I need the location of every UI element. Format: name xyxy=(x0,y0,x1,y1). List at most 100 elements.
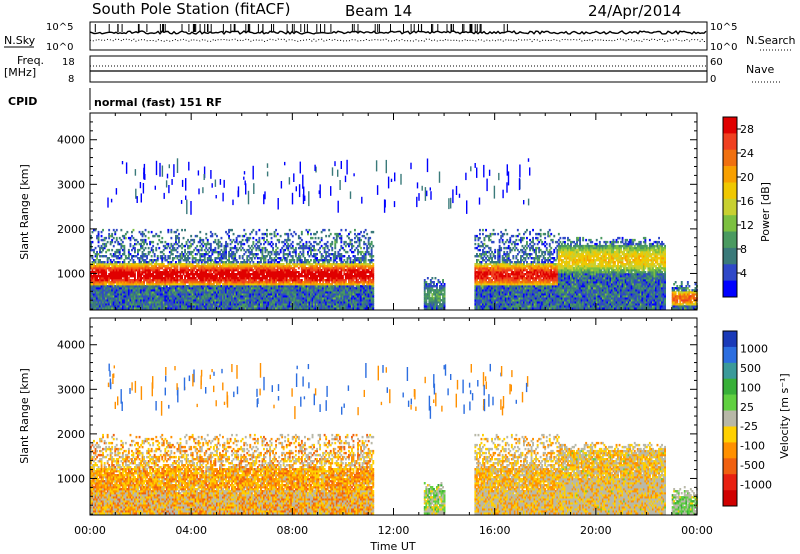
range-gate-cell xyxy=(329,269,332,272)
range-gate-cell xyxy=(93,301,95,304)
range-gate-cell xyxy=(281,240,284,244)
range-gate-cell xyxy=(264,263,267,266)
range-gate-cell xyxy=(209,297,212,300)
range-gate-cell xyxy=(96,301,98,304)
range-gate-cell xyxy=(258,265,261,268)
range-gate-cell xyxy=(124,255,127,258)
range-gate-cell xyxy=(135,307,138,310)
range-gate-cell xyxy=(173,271,176,274)
range-gate-cell xyxy=(244,238,247,242)
range-gate-cell xyxy=(190,289,193,292)
range-gate-cell xyxy=(276,253,279,256)
range-gate-cell xyxy=(287,299,290,302)
range-gate-cell xyxy=(297,301,300,304)
range-gate-cell xyxy=(287,287,290,290)
range-gate-cell xyxy=(117,279,120,282)
range-gate-cell xyxy=(246,287,249,290)
range-gate-cell xyxy=(179,291,182,294)
range-gate-cell xyxy=(234,244,237,248)
range-gate-cell xyxy=(117,303,120,306)
range-gate-cell xyxy=(108,234,111,238)
range-gate-cell xyxy=(105,295,108,298)
range-gate-cell xyxy=(284,293,287,296)
range-gate-cell xyxy=(273,259,276,262)
range-gate-cell xyxy=(182,265,185,268)
range-gate-cell xyxy=(117,271,120,274)
range-gate-cell xyxy=(202,271,205,274)
range-gate-cell xyxy=(134,281,136,284)
range-gate-cell xyxy=(164,271,167,274)
range-gate-cell xyxy=(279,301,282,304)
range-gate-cell xyxy=(97,232,100,236)
range-gate-cell xyxy=(196,271,199,274)
date-label: 24/Apr/2014 xyxy=(588,2,681,20)
range-gate-cell xyxy=(205,305,208,308)
range-gate-cell xyxy=(313,248,315,252)
range-gate-cell xyxy=(135,289,138,292)
range-gate-cell xyxy=(282,295,285,298)
range-gate-cell xyxy=(112,307,115,310)
range-gate-cell xyxy=(206,301,209,304)
range-gate-cell xyxy=(310,287,312,290)
range-gate-cell xyxy=(240,305,243,308)
range-gate-cell xyxy=(223,269,226,272)
range-gate-cell xyxy=(131,269,133,272)
range-gate-cell xyxy=(325,250,328,254)
range-gate-cell xyxy=(237,303,240,306)
range-gate-cell xyxy=(260,281,262,284)
range-gate-cell xyxy=(288,293,291,296)
range-gate-cell xyxy=(244,265,247,268)
range-gate-cell xyxy=(141,265,144,268)
range-gate-cell xyxy=(300,267,303,270)
range-gate-cell xyxy=(314,299,317,302)
range-gate-cell xyxy=(109,281,112,284)
range-gate-cell xyxy=(156,273,159,276)
range-gate-cell xyxy=(135,303,138,306)
range-gate-cell xyxy=(270,275,273,278)
range-gate-cell xyxy=(162,283,165,286)
range-gate-cell xyxy=(316,295,318,298)
range-gate-cell xyxy=(255,230,258,234)
range-gate-cell xyxy=(212,295,215,298)
range-gate-cell xyxy=(323,248,326,252)
range-gate-cell xyxy=(179,244,182,248)
range-gate-cell xyxy=(232,291,235,294)
range-gate-cell xyxy=(214,271,217,274)
range-gate-cell xyxy=(112,277,115,280)
range-gate-cell xyxy=(247,271,250,274)
range-gate-cell xyxy=(137,283,139,286)
range-gate-cell xyxy=(320,297,323,300)
range-gate-cell xyxy=(99,305,101,308)
range-gate-cell xyxy=(193,299,196,302)
range-gate-cell xyxy=(158,305,161,308)
range-gate-cell xyxy=(100,250,103,254)
range-gate-cell xyxy=(187,281,189,284)
range-gate-cell xyxy=(250,295,253,298)
range-gate-cell xyxy=(120,267,123,270)
range-gate-cell xyxy=(96,267,98,270)
range-gate-cell xyxy=(173,257,176,260)
range-gate-cell xyxy=(322,287,325,290)
range-gate-cell xyxy=(184,257,186,260)
range-gate-cell xyxy=(284,289,287,292)
range-gate-cell xyxy=(326,269,329,272)
range-gate-cell xyxy=(188,289,191,292)
range-gate-cell xyxy=(115,228,118,232)
range-gate-cell xyxy=(214,250,217,254)
range-gate-cell xyxy=(167,281,170,284)
range-gate-cell xyxy=(220,299,223,302)
range-gate-cell xyxy=(199,279,202,282)
range-gate-cell xyxy=(266,267,268,270)
range-gate-cell xyxy=(170,265,173,268)
range-gate-cell xyxy=(199,253,202,256)
range-gate-cell xyxy=(100,287,103,290)
range-gate-cell xyxy=(244,271,247,274)
range-gate-cell xyxy=(188,293,191,296)
range-gate-cell xyxy=(118,295,121,298)
range-gate-cell xyxy=(164,275,167,278)
range-gate-cell xyxy=(109,291,112,294)
range-gate-cell xyxy=(266,238,268,242)
range-gate-cell xyxy=(226,244,229,248)
range-gate-cell xyxy=(263,285,265,288)
range-gate-cell xyxy=(273,275,276,278)
